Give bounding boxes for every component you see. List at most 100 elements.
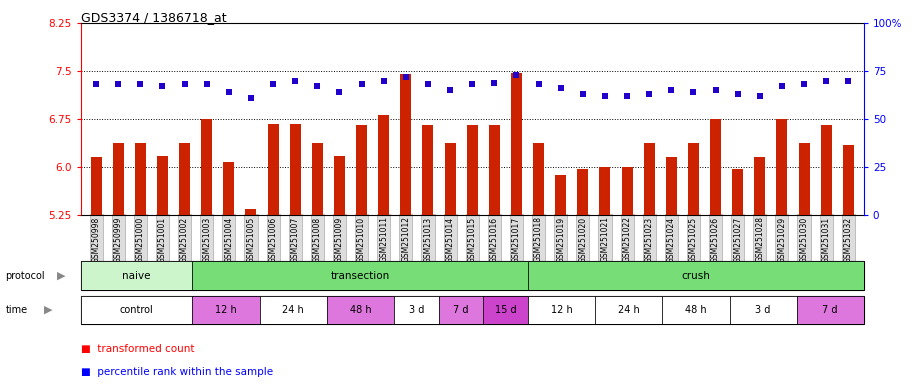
Point bbox=[333, 89, 347, 95]
Point bbox=[222, 89, 236, 95]
Bar bbox=[777, 119, 788, 215]
Text: ■  transformed count: ■ transformed count bbox=[81, 344, 194, 354]
Text: naive: naive bbox=[123, 270, 151, 281]
Text: crush: crush bbox=[682, 270, 711, 281]
Point bbox=[730, 91, 745, 97]
Bar bbox=[754, 157, 766, 215]
Point bbox=[708, 87, 723, 93]
Point bbox=[244, 95, 258, 101]
Text: 24 h: 24 h bbox=[618, 305, 639, 315]
Point bbox=[642, 91, 657, 97]
Bar bbox=[595, 296, 662, 324]
Point bbox=[775, 83, 790, 89]
Text: 3 d: 3 d bbox=[756, 305, 770, 315]
Bar bbox=[799, 143, 810, 215]
Bar bbox=[356, 126, 367, 215]
Bar bbox=[81, 296, 192, 324]
Bar bbox=[529, 261, 864, 290]
Bar bbox=[267, 124, 278, 215]
Bar bbox=[334, 156, 345, 215]
Bar bbox=[529, 296, 595, 324]
Text: protocol: protocol bbox=[5, 270, 45, 281]
Bar bbox=[533, 143, 544, 215]
Bar bbox=[484, 296, 529, 324]
Bar bbox=[113, 143, 124, 215]
Bar bbox=[439, 296, 484, 324]
Bar bbox=[202, 119, 213, 215]
Bar bbox=[289, 124, 300, 215]
Bar bbox=[577, 169, 588, 215]
Bar bbox=[843, 145, 854, 215]
Bar bbox=[422, 126, 433, 215]
Point bbox=[310, 83, 324, 89]
Text: 7 d: 7 d bbox=[823, 305, 838, 315]
Bar bbox=[192, 296, 259, 324]
Bar bbox=[688, 143, 699, 215]
Point bbox=[597, 93, 612, 99]
Point bbox=[420, 81, 435, 88]
Point bbox=[686, 89, 701, 95]
Bar bbox=[489, 126, 500, 215]
Point bbox=[155, 83, 169, 89]
Point bbox=[664, 87, 679, 93]
Bar bbox=[622, 167, 633, 215]
Point bbox=[797, 81, 812, 88]
Bar bbox=[729, 296, 797, 324]
Bar bbox=[732, 169, 743, 215]
Point bbox=[464, 81, 479, 88]
Point bbox=[819, 78, 834, 84]
Bar bbox=[644, 143, 655, 215]
Text: 48 h: 48 h bbox=[350, 305, 371, 315]
Text: 24 h: 24 h bbox=[282, 305, 304, 315]
Bar bbox=[259, 296, 327, 324]
Point bbox=[841, 78, 856, 84]
Bar bbox=[192, 261, 529, 290]
Bar bbox=[466, 126, 478, 215]
Bar bbox=[179, 143, 191, 215]
Point bbox=[200, 81, 214, 88]
Point bbox=[133, 81, 147, 88]
Bar bbox=[81, 261, 192, 290]
Bar bbox=[511, 73, 522, 215]
Text: 7 d: 7 d bbox=[453, 305, 469, 315]
Point bbox=[398, 74, 413, 80]
Text: 12 h: 12 h bbox=[551, 305, 572, 315]
Text: 15 d: 15 d bbox=[495, 305, 517, 315]
Bar bbox=[91, 157, 102, 215]
Point bbox=[487, 79, 502, 86]
Bar bbox=[797, 296, 864, 324]
Text: 48 h: 48 h bbox=[685, 305, 707, 315]
Point bbox=[376, 78, 391, 84]
Text: GDS3374 / 1386718_at: GDS3374 / 1386718_at bbox=[81, 12, 226, 25]
Point bbox=[752, 93, 767, 99]
Text: ▶: ▶ bbox=[57, 270, 65, 281]
Point bbox=[531, 81, 546, 88]
Bar bbox=[394, 296, 439, 324]
Bar bbox=[662, 296, 729, 324]
Point bbox=[288, 78, 302, 84]
Text: time: time bbox=[5, 305, 27, 315]
Point bbox=[266, 81, 280, 88]
Bar bbox=[599, 167, 610, 215]
Point bbox=[354, 81, 369, 88]
Text: 12 h: 12 h bbox=[215, 305, 237, 315]
Text: 3 d: 3 d bbox=[409, 305, 424, 315]
Point bbox=[509, 72, 524, 78]
Point bbox=[620, 93, 635, 99]
Bar bbox=[555, 175, 566, 215]
Text: ▶: ▶ bbox=[44, 305, 52, 315]
Bar bbox=[378, 114, 389, 215]
Bar bbox=[135, 143, 146, 215]
Bar bbox=[327, 296, 394, 324]
Point bbox=[111, 81, 125, 88]
Bar bbox=[821, 126, 832, 215]
Point bbox=[553, 85, 568, 91]
Bar bbox=[245, 209, 256, 215]
Text: transection: transection bbox=[331, 270, 390, 281]
Bar bbox=[444, 143, 455, 215]
Point bbox=[178, 81, 192, 88]
Bar bbox=[311, 143, 322, 215]
Bar bbox=[666, 157, 677, 215]
Point bbox=[442, 87, 457, 93]
Point bbox=[89, 81, 104, 88]
